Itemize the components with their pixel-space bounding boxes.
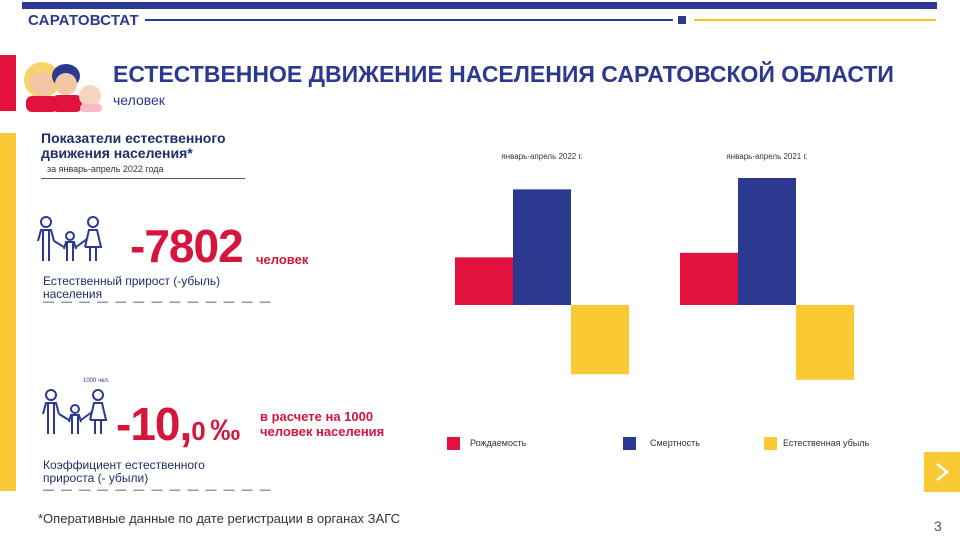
gold-accent-bar <box>0 133 16 491</box>
top-bar <box>22 2 937 9</box>
rate-value: -10,0 ‰ <box>116 397 240 451</box>
legend-label-births: Рождаемость <box>470 438 527 448</box>
legend-label-deaths: Смертность <box>650 438 700 448</box>
bar-decline <box>796 305 854 380</box>
dash-divider-1: — — — — — — — — — — — — — <box>43 296 273 308</box>
page-subtitle: человек <box>113 92 165 108</box>
legend-swatch-decline <box>764 437 777 450</box>
red-accent-bar <box>0 55 16 111</box>
next-slide-button[interactable] <box>924 452 960 492</box>
legend-swatch-births <box>447 437 460 450</box>
page-title: ЕСТЕСТВЕННОЕ ДВИЖЕНИЕ НАСЕЛЕНИЯ САРАТОВС… <box>113 61 894 87</box>
natural-increase-label: Естественный прирост (-убыль) населения <box>43 274 221 301</box>
rate-label: Коэффициент естественного прироста (- уб… <box>43 458 205 485</box>
family-illustration-icon <box>24 62 102 112</box>
legend-swatch-deaths <box>623 437 636 450</box>
brand-label: САРАТОВСТАТ <box>28 12 139 29</box>
header-gold-line <box>694 19 936 21</box>
header-square <box>678 16 686 24</box>
bar-decline <box>571 305 629 375</box>
rate-note: в расчете на 1000 человек населения <box>260 409 384 439</box>
rate-note-line1: в расчете на 1000 <box>260 409 374 424</box>
rate-value-decimal: 0 <box>191 416 206 446</box>
chevron-right-icon <box>936 463 950 481</box>
footnote: *Оперативные данные по дате регистрации … <box>38 511 401 526</box>
rate-note-line2: человек населения <box>260 424 385 439</box>
bar-births <box>455 257 513 305</box>
period-underline <box>41 178 245 179</box>
chart-legend: Рождаемость Смертность Естественная убыл… <box>447 436 927 456</box>
category-label: январь-апрель 2022 г. <box>501 152 582 161</box>
permille-sign: ‰ <box>210 414 240 447</box>
dash-divider-2: — — — — — — — — — — — — — <box>43 484 273 496</box>
bar-deaths <box>738 178 796 305</box>
legend-label-decline: Естественная убыль <box>783 438 870 448</box>
bar-deaths <box>513 189 571 305</box>
family-icon <box>37 216 103 261</box>
bar-births <box>680 252 738 305</box>
header-line <box>145 19 673 21</box>
family-icon <box>42 389 108 434</box>
natural-increase-unit: человек <box>256 252 309 267</box>
per-thousand-caption: 1000 чел. <box>83 378 110 384</box>
rate-value-main: -10, <box>116 398 192 450</box>
period-label: за январь-апрель 2022 года <box>47 164 164 174</box>
indicators-heading: Показатели естественного движения населе… <box>41 130 226 161</box>
category-label: январь-апрель 2021 г. <box>726 152 807 161</box>
natural-increase-value: -7802 <box>130 220 244 272</box>
page-number: 3 <box>934 518 942 534</box>
births-deaths-chart: январь-апрель 2022 г. январь-апрель 2021 … <box>455 152 854 380</box>
